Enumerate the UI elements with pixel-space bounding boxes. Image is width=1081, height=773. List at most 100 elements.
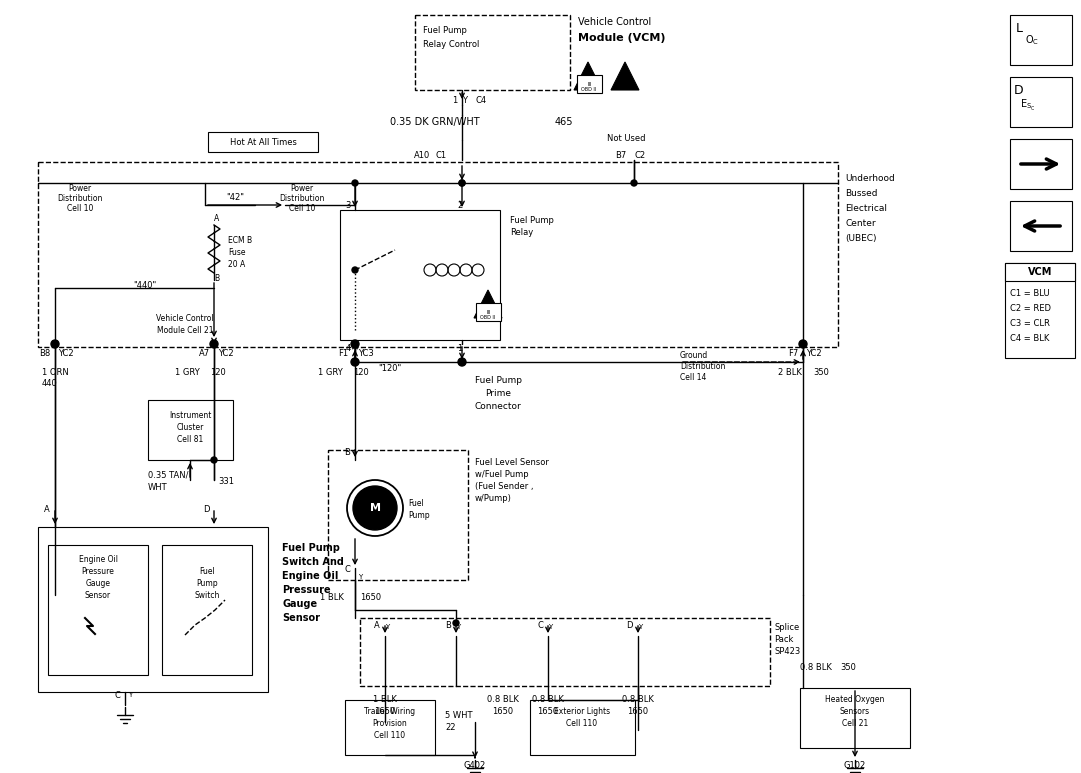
Text: Hot At All Times: Hot At All Times [229, 138, 296, 147]
Text: C1 = BLU: C1 = BLU [1010, 288, 1050, 298]
Text: $\mathregular{D}$: $\mathregular{D}$ [1013, 83, 1024, 97]
Bar [148, 400, 233, 460]
Text: 0.8 BLK: 0.8 BLK [800, 663, 832, 673]
Text: 2: 2 [457, 200, 463, 209]
Text: D: D [627, 621, 633, 631]
Text: C1: C1 [435, 151, 446, 159]
Text: Cell 21: Cell 21 [842, 720, 868, 728]
Text: 1: 1 [452, 96, 457, 104]
Text: II: II [486, 309, 490, 315]
Polygon shape [574, 62, 602, 90]
Bar [577, 75, 602, 93]
Text: Sensors: Sensors [840, 707, 870, 717]
Text: Underhood: Underhood [845, 173, 895, 182]
Text: "440": "440" [133, 281, 157, 290]
Text: Y: Y [638, 624, 642, 630]
Circle shape [211, 457, 217, 463]
Polygon shape [611, 62, 639, 90]
Text: Engine Oil: Engine Oil [282, 571, 338, 581]
Text: Distribution: Distribution [279, 193, 324, 203]
Bar [38, 162, 838, 347]
Text: YC3: YC3 [358, 349, 374, 357]
Bar [360, 618, 770, 686]
Circle shape [458, 358, 466, 366]
Text: 331: 331 [218, 476, 233, 485]
Text: Y: Y [385, 624, 389, 630]
Text: Exterior Lights: Exterior Lights [553, 707, 610, 717]
Text: VCM: VCM [1028, 267, 1052, 277]
Text: Fuse: Fuse [228, 247, 245, 257]
Bar [1005, 263, 1075, 358]
Text: Distribution: Distribution [680, 362, 725, 370]
Text: B: B [445, 621, 451, 631]
Text: 465: 465 [555, 117, 574, 127]
Circle shape [352, 180, 358, 186]
Text: 120: 120 [353, 367, 369, 376]
Text: Y: Y [358, 574, 362, 580]
Text: Splice: Splice [774, 624, 799, 632]
Bar [38, 527, 268, 692]
Text: Module Cell 21: Module Cell 21 [157, 325, 213, 335]
Text: B: B [344, 448, 350, 457]
Text: Cell 81: Cell 81 [177, 434, 203, 444]
Bar [800, 688, 910, 748]
Text: Relay Control: Relay Control [423, 39, 479, 49]
Text: 1 BLK: 1 BLK [320, 594, 344, 602]
Text: B: B [214, 274, 219, 282]
Text: "120": "120" [378, 363, 402, 373]
Text: Fuel: Fuel [199, 567, 215, 577]
Text: OBD II: OBD II [480, 315, 496, 319]
Text: 350: 350 [813, 367, 829, 376]
Text: 350: 350 [840, 663, 856, 673]
Bar [1010, 201, 1072, 251]
Text: 0.8 BLK: 0.8 BLK [532, 696, 564, 704]
Text: 20 A: 20 A [228, 260, 245, 268]
Bar [341, 210, 501, 340]
Text: YC2: YC2 [218, 349, 233, 357]
Text: Pressure: Pressure [81, 567, 115, 577]
Bar [1005, 263, 1075, 281]
Text: Pump: Pump [408, 510, 429, 519]
Text: 1650: 1650 [627, 707, 649, 717]
Text: 2 BLK: 2 BLK [778, 367, 802, 376]
Text: Y: Y [548, 624, 552, 630]
Text: Relay: Relay [510, 227, 533, 237]
Text: 1 ORN: 1 ORN [42, 367, 69, 376]
Text: B7: B7 [615, 151, 626, 159]
Text: Cell 110: Cell 110 [566, 720, 598, 728]
Text: Cell 14: Cell 14 [680, 373, 706, 382]
Bar [476, 303, 501, 321]
Text: Pack: Pack [774, 635, 793, 645]
Text: C3 = CLR: C3 = CLR [1010, 318, 1050, 328]
Text: "42": "42" [226, 192, 244, 202]
Text: C4: C4 [475, 96, 486, 104]
Text: 22: 22 [445, 723, 455, 731]
Text: Prime: Prime [485, 389, 511, 397]
Text: A7: A7 [199, 349, 210, 357]
Text: Bussed: Bussed [845, 189, 878, 197]
Polygon shape [473, 290, 502, 318]
Text: Heated Oxygen: Heated Oxygen [825, 696, 884, 704]
Text: Connector: Connector [475, 401, 521, 410]
Text: Electrical: Electrical [845, 203, 888, 213]
Text: ECM B: ECM B [228, 236, 252, 244]
Text: Cell 10: Cell 10 [289, 203, 316, 213]
Text: C2: C2 [633, 151, 645, 159]
Bar [345, 700, 435, 755]
Text: OBD II: OBD II [582, 87, 597, 91]
Text: 0.35 DK GRN/WHT: 0.35 DK GRN/WHT [390, 117, 480, 127]
Text: Module (VCM): Module (VCM) [578, 33, 666, 43]
Text: 0.35 TAN/: 0.35 TAN/ [148, 471, 188, 479]
Text: Ground: Ground [680, 350, 708, 359]
Text: Vehicle Control: Vehicle Control [156, 314, 214, 322]
Text: A: A [214, 213, 219, 223]
Circle shape [51, 340, 59, 348]
Text: A: A [44, 506, 50, 515]
Text: Cell 10: Cell 10 [67, 203, 93, 213]
Text: Y: Y [128, 692, 132, 698]
Text: Trailer Wiring: Trailer Wiring [364, 707, 415, 717]
Text: Pressure: Pressure [282, 585, 331, 595]
Text: 4: 4 [345, 343, 350, 352]
Text: Switch: Switch [195, 591, 219, 601]
Text: Fuel: Fuel [408, 499, 424, 508]
